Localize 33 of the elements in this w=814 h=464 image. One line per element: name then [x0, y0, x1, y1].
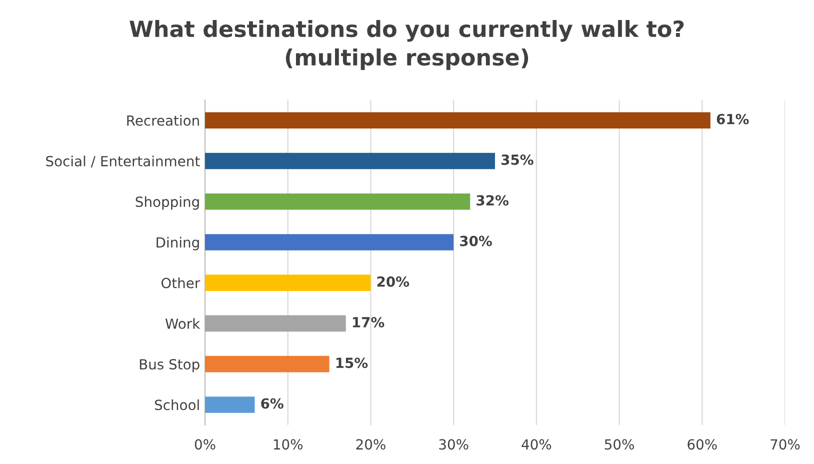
x-tick-label: 30%: [439, 439, 468, 450]
data-label: 32%: [476, 195, 508, 206]
bar: [205, 152, 495, 170]
data-label: 6%: [261, 398, 284, 409]
data-label: 61%: [716, 114, 749, 124]
data-label: 35%: [501, 154, 534, 165]
x-tick-label: 70%: [770, 439, 800, 450]
bar: [205, 193, 470, 210]
bar: [205, 315, 346, 332]
bar: [205, 356, 330, 372]
x-tick-label: 50%: [604, 439, 634, 450]
x-tick-label: 20%: [356, 439, 386, 450]
bar: [205, 274, 371, 291]
x-tick-label: 0%: [194, 439, 216, 450]
bar: [205, 234, 454, 250]
data-label: 15%: [336, 358, 368, 368]
x-tick-label: 10%: [274, 439, 303, 450]
y-tick-label: Dining: [156, 236, 199, 250]
y-tick-label: Bus Stop: [140, 359, 200, 372]
chart-title: What destinations do you currently walk to? (multiple response): [130, 20, 684, 70]
y-tick-label: Other: [161, 278, 200, 288]
y-tick-label: Social / Entertainment: [46, 156, 200, 168]
y-tick-label: School: [154, 399, 199, 410]
bar: [205, 396, 255, 413]
y-tick-label: Work: [165, 318, 200, 329]
y-tick-label: Recreation: [127, 115, 199, 126]
x-tick-label: 40%: [522, 439, 552, 450]
y-tick-label: Shopping: [136, 196, 199, 210]
data-label: 17%: [352, 316, 384, 328]
x-tick-label: 60%: [688, 439, 717, 450]
data-label: 20%: [377, 276, 410, 287]
data-label: 30%: [460, 236, 492, 246]
bar: [205, 112, 710, 128]
